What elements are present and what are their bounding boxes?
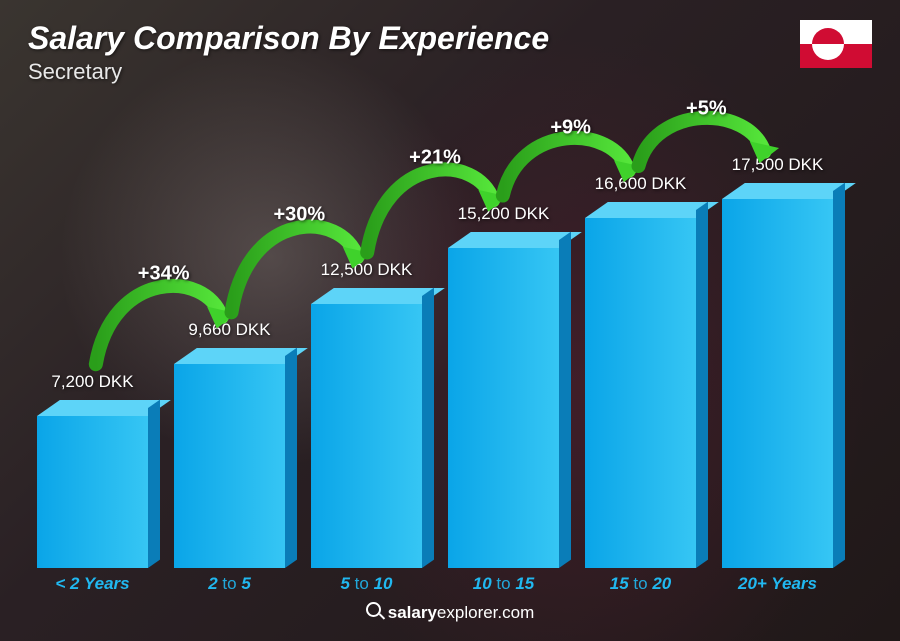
x-axis-label: 20+ Years bbox=[713, 568, 842, 598]
x-axis-label: 2 to 5 bbox=[165, 568, 294, 598]
greenland-flag-icon bbox=[800, 20, 872, 68]
bar-value-label: 12,500 DKK bbox=[289, 260, 444, 280]
header: Salary Comparison By Experience Secretar… bbox=[28, 20, 872, 85]
footer-brand: salary bbox=[388, 603, 437, 622]
bar-value-label: 7,200 DKK bbox=[15, 372, 170, 392]
bar: 12,500 DKK bbox=[311, 304, 422, 568]
content-container: Salary Comparison By Experience Secretar… bbox=[0, 0, 900, 641]
bar-slot: 16,600 DKK bbox=[576, 95, 705, 568]
bar: 7,200 DKK bbox=[37, 416, 148, 568]
x-axis-label: < 2 Years bbox=[28, 568, 157, 598]
x-axis-label: 5 to 10 bbox=[302, 568, 431, 598]
chart-subtitle: Secretary bbox=[28, 59, 549, 85]
x-axis-label: 15 to 20 bbox=[576, 568, 705, 598]
bar: 17,500 DKK bbox=[722, 199, 833, 568]
bar-chart: 7,200 DKK9,660 DKK12,500 DKK15,200 DKK16… bbox=[28, 95, 842, 598]
bar-slot: 9,660 DKK bbox=[165, 95, 294, 568]
x-axis: < 2 Years 2 to 5 5 to 10 10 to 15 15 to 20 20… bbox=[28, 568, 842, 598]
magnifier-icon bbox=[366, 602, 384, 620]
bar-value-label: 15,200 DKK bbox=[426, 204, 581, 224]
bar-slot: 7,200 DKK bbox=[28, 95, 157, 568]
bar-slot: 17,500 DKK bbox=[713, 95, 842, 568]
bar: 9,660 DKK bbox=[174, 364, 285, 568]
chart-area: Average Monthly Salary 7,200 DKK9,660 DK… bbox=[28, 95, 872, 598]
bar-value-label: 9,660 DKK bbox=[152, 320, 307, 340]
bar: 16,600 DKK bbox=[585, 218, 696, 568]
x-axis-label: 10 to 15 bbox=[439, 568, 568, 598]
bar: 15,200 DKK bbox=[448, 248, 559, 568]
bar-value-label: 17,500 DKK bbox=[700, 155, 855, 175]
footer-attribution: salaryexplorer.com bbox=[28, 598, 872, 623]
bar-slot: 15,200 DKK bbox=[439, 95, 568, 568]
chart-title: Salary Comparison By Experience bbox=[28, 20, 549, 57]
footer-domain: explorer.com bbox=[437, 603, 534, 622]
bar-slot: 12,500 DKK bbox=[302, 95, 431, 568]
bars-container: 7,200 DKK9,660 DKK12,500 DKK15,200 DKK16… bbox=[28, 95, 842, 568]
title-block: Salary Comparison By Experience Secretar… bbox=[28, 20, 549, 85]
bar-value-label: 16,600 DKK bbox=[563, 174, 718, 194]
